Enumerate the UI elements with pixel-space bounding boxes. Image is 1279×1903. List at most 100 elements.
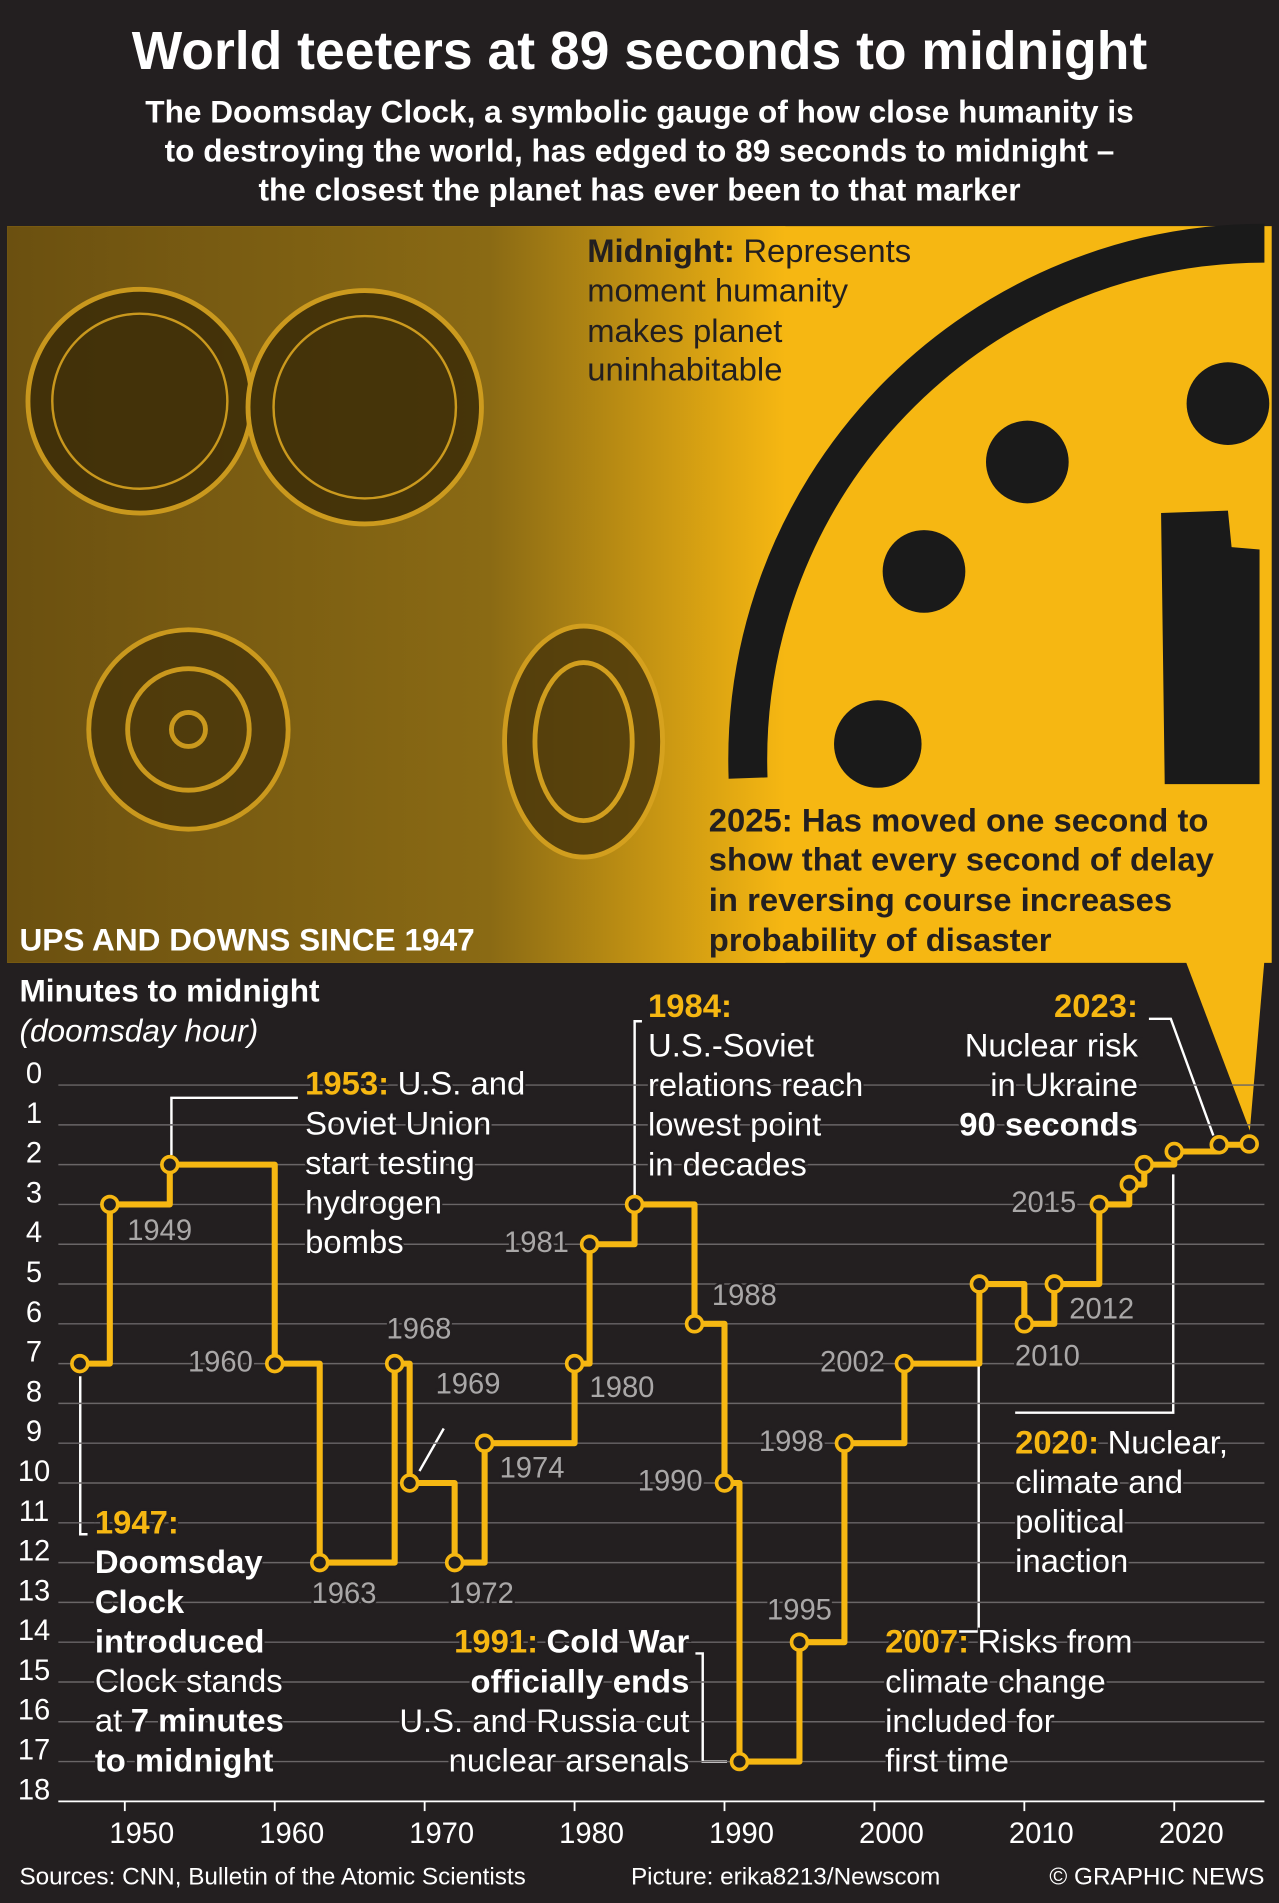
annotation-year: 2007:: [885, 1622, 969, 1659]
annotation-line: first time: [885, 1741, 1009, 1778]
note-line: in reversing course increases: [709, 881, 1172, 918]
data-point: [1209, 1135, 1229, 1155]
annotation-line: inaction: [1015, 1542, 1128, 1579]
data-point: [1014, 1314, 1035, 1334]
x-tick-label: 1990: [709, 1818, 774, 1850]
annotation-line: officially ends: [471, 1662, 690, 1699]
data-point: [474, 1433, 495, 1453]
point-label: 2015: [1011, 1187, 1076, 1219]
y-tick-label: 0: [26, 1058, 42, 1090]
annotation-text: lowest point: [648, 1105, 821, 1142]
annotation-line: bombs: [305, 1223, 404, 1260]
annotation-text: included for: [885, 1702, 1055, 1739]
y-tick-label: 18: [18, 1774, 50, 1806]
annotation-line: Clock: [95, 1582, 185, 1619]
annotation-line: introduced: [95, 1622, 265, 1659]
note-text: Represents: [743, 232, 911, 269]
gas-mask: [25, 286, 666, 860]
title: World teeters at 89 seconds to midnight: [132, 22, 1148, 81]
y-tick-label: 15: [18, 1655, 50, 1687]
annotation-text: in Ukraine: [990, 1066, 1138, 1103]
annotation-text: climate change: [885, 1662, 1106, 1699]
annotation-year: 2020:: [1015, 1423, 1099, 1460]
annotation-text: Cold War: [547, 1622, 690, 1659]
picture-credit: Picture: erika8213/Newscom: [631, 1864, 940, 1891]
data-point: [444, 1552, 465, 1573]
annotation-line: Soviet Union: [305, 1104, 491, 1141]
annotation-line: 1991: Cold War: [454, 1622, 689, 1659]
data-point: [1164, 1141, 1184, 1162]
annotation-line: U.S.-Soviet: [648, 1026, 814, 1063]
annotation-line: relations reach: [648, 1066, 863, 1103]
x-tick-label: 1950: [109, 1818, 174, 1850]
callout-tail: [1185, 960, 1265, 1131]
y-tick-label: 14: [18, 1615, 50, 1647]
annotation-line: 2020: Nuclear,: [1015, 1423, 1228, 1460]
data-point: [1089, 1194, 1110, 1215]
annotation-text: relations reach: [648, 1066, 863, 1103]
annotation-year: 1984:: [648, 987, 732, 1024]
x-tick-label: 2010: [1009, 1818, 1074, 1850]
x-tick-label: 2020: [1159, 1818, 1224, 1850]
annotation-line: 2023:: [1054, 987, 1138, 1024]
annotation-text: Nuclear risk: [965, 1026, 1139, 1063]
y-tick-label: 5: [26, 1257, 42, 1289]
y-tick-label: 8: [26, 1376, 42, 1408]
annotation-line: lowest point: [648, 1105, 821, 1142]
note-line: uninhabitable: [587, 351, 782, 388]
data-point: [729, 1751, 750, 1772]
y-tick-label: 11: [19, 1496, 49, 1528]
y-tick-label: 1: [26, 1098, 42, 1130]
point-label: 2010: [1015, 1341, 1080, 1373]
data-point: [309, 1552, 330, 1573]
annotation-text: start testing: [305, 1144, 475, 1181]
point-label: 1988: [712, 1280, 777, 1312]
annotation-text: to midnight: [95, 1741, 274, 1778]
annotation-text: bombs: [305, 1223, 404, 1260]
data-point: [684, 1314, 705, 1334]
annotation-text: U.S. and Russia cut: [399, 1702, 689, 1739]
annotation-text: climate and: [1015, 1463, 1183, 1500]
annotation-text: U.S. and: [398, 1064, 526, 1101]
y-axis-sublabel: (doomsday hour): [19, 1013, 258, 1049]
y-tick-label: 6: [26, 1297, 42, 1329]
note-line: makes planet: [587, 312, 782, 349]
annotation-line: climate change: [885, 1662, 1106, 1699]
point-label: 1949: [127, 1215, 192, 1247]
y-tick-label: 17: [18, 1735, 50, 1767]
y-tick-label: 3: [26, 1177, 42, 1209]
annotation-line: to midnight: [95, 1741, 274, 1778]
point-label: 1969: [436, 1368, 501, 1400]
annotation-year: 1953:: [305, 1064, 389, 1101]
note-line: Midnight: Represents: [587, 232, 911, 269]
annotation-text: U.S.-Soviet: [648, 1026, 814, 1063]
annotation-line: political: [1015, 1502, 1124, 1539]
annotation-text: 7 minutes: [131, 1701, 284, 1738]
annotation-line: 1947:: [95, 1503, 179, 1540]
data-point: [399, 1473, 420, 1493]
data-point: [714, 1473, 735, 1493]
data-point: [1119, 1174, 1140, 1195]
data-point: [160, 1154, 180, 1175]
point-label: 1974: [500, 1453, 565, 1485]
data-point: [564, 1353, 585, 1374]
y-tick-label: 12: [18, 1536, 50, 1568]
data-point: [1044, 1274, 1065, 1294]
note-line: show that every second of delay: [709, 841, 1215, 878]
annotation-line: Doomsday: [95, 1543, 264, 1580]
y-tick-label: 13: [18, 1575, 50, 1607]
data-point: [789, 1632, 810, 1652]
point-label: 1960: [188, 1346, 253, 1378]
annotation-line: in decades: [648, 1145, 807, 1182]
annotation-text: Soviet Union: [305, 1104, 491, 1141]
point-label: 1980: [590, 1372, 655, 1404]
annotation-line: Nuclear risk: [965, 1026, 1139, 1063]
annotation-text: introduced: [95, 1622, 265, 1659]
annotation-text: 90 seconds: [959, 1105, 1138, 1142]
point-label: 1995: [767, 1594, 832, 1626]
subtitle: to destroying the world, has edged to 89…: [165, 133, 1115, 169]
annotation-text: hydrogen: [305, 1183, 442, 1220]
annotation-text: first time: [885, 1741, 1009, 1778]
annotation-text: officially ends: [471, 1662, 690, 1699]
point-label: 1998: [759, 1426, 824, 1458]
